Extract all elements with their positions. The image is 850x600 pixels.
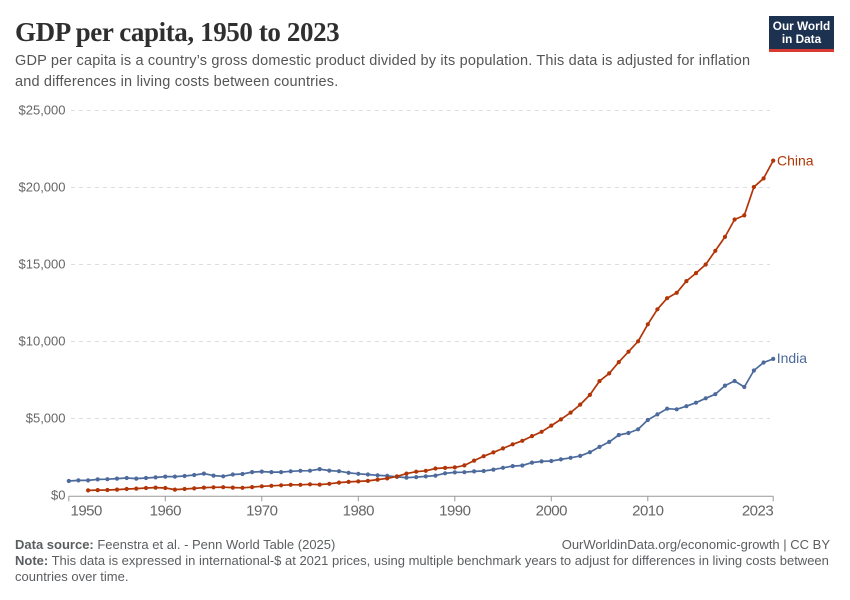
svg-text:2000: 2000 [536,503,568,520]
svg-text:2010: 2010 [632,503,664,520]
svg-text:$10,000: $10,000 [19,333,66,348]
svg-text:$20,000: $20,000 [19,179,66,194]
svg-text:$15,000: $15,000 [19,256,66,271]
svg-text:$25,000: $25,000 [19,102,66,117]
svg-text:1990: 1990 [439,503,471,520]
svg-text:1980: 1980 [343,503,375,520]
svg-text:1970: 1970 [246,503,278,520]
svg-text:China: China [777,153,814,169]
svg-text:$5,000: $5,000 [26,410,66,425]
svg-text:India: India [777,350,808,366]
svg-text:2023: 2023 [742,503,774,520]
svg-text:$0: $0 [51,487,65,502]
svg-text:1960: 1960 [150,503,182,520]
svg-text:1950: 1950 [71,503,103,520]
